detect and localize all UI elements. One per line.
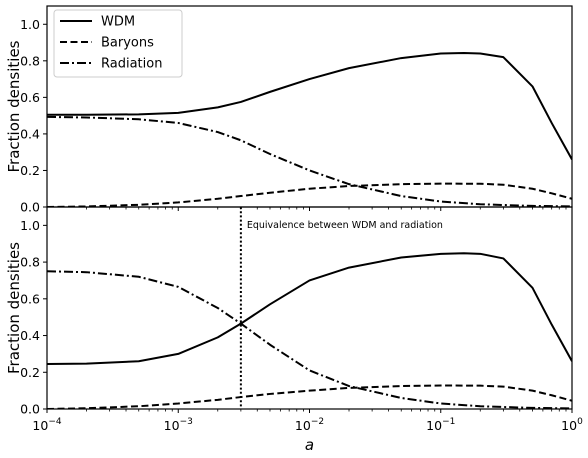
legend-label: Radiation xyxy=(101,57,162,72)
series-line-dashed xyxy=(47,182,572,207)
bottom-panel: 0.0 0.2 0.4 0.6 0.8 1.0 Fraction densities 10−4… xyxy=(5,206,583,454)
legend: WDM Baryons Radiation xyxy=(53,9,183,78)
y-tick-label: 1.0 xyxy=(20,17,40,32)
legend-label: Baryons xyxy=(101,36,154,51)
y-axis-label: Fraction densities xyxy=(5,40,23,172)
y-tick-label: 0.4 xyxy=(20,328,40,343)
equivalence-annotation: Equivalence between WDM and radiation xyxy=(247,220,443,231)
legend-label: WDM xyxy=(101,15,135,30)
x-tick-label: 10−1 xyxy=(426,417,455,433)
y-tick-label: 0.4 xyxy=(20,126,40,141)
axes-frame xyxy=(46,206,573,410)
y-tick-label: 1.0 xyxy=(20,218,40,233)
y-tick-label: 0.2 xyxy=(20,365,40,380)
top-panel: 0.0 0.2 0.4 0.6 0.8 1.0 Fraction densities WDM B… xyxy=(5,5,573,215)
x-tick-label: 100 xyxy=(561,417,583,433)
y-tick-label: 0.0 xyxy=(20,200,40,215)
y-tick-label: 0.6 xyxy=(20,291,40,306)
y-tick-label: 0.8 xyxy=(20,255,40,270)
legend-box xyxy=(53,9,183,78)
series-line-solid xyxy=(47,51,572,160)
series-line-solid xyxy=(47,252,572,366)
y-tick-label: 0.2 xyxy=(20,163,40,178)
series-line-dashed xyxy=(47,384,572,409)
y-tick-label: 0.0 xyxy=(20,402,40,417)
y-tick-label: 0.6 xyxy=(20,90,40,105)
x-axis-label: a xyxy=(305,436,314,454)
y-tick-label: 0.8 xyxy=(20,53,40,68)
x-tick-label: 10−3 xyxy=(164,417,193,433)
series-line-dashdot xyxy=(47,270,572,409)
x-tick-label: 10−2 xyxy=(295,417,324,433)
x-tick-label: 10−4 xyxy=(32,417,61,433)
y-axis-label: Fraction densities xyxy=(5,242,23,374)
series-line-dashdot xyxy=(47,115,572,207)
